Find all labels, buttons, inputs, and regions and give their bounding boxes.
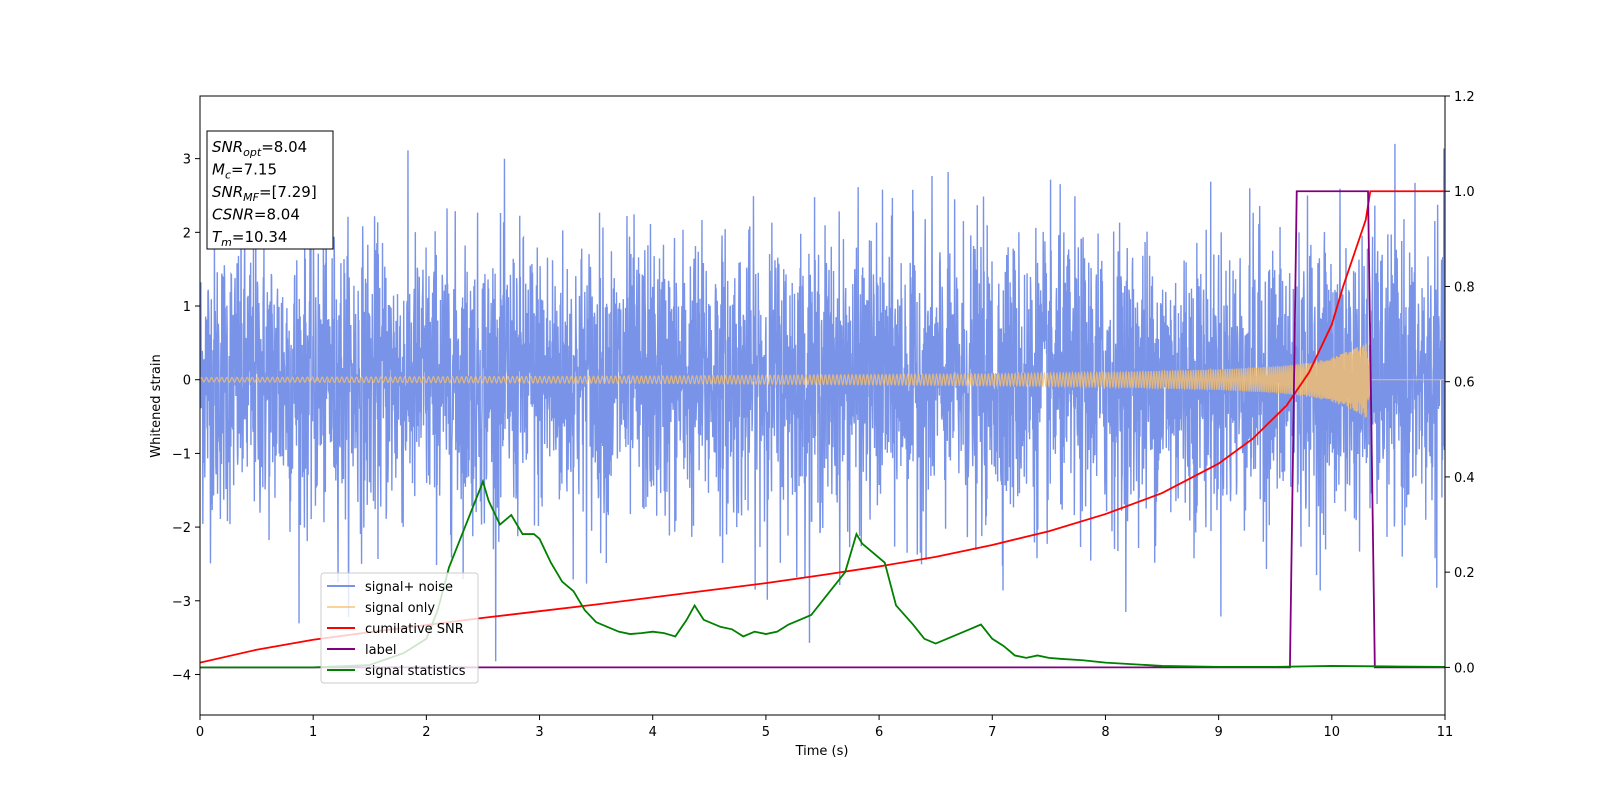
y2-tick-label: 1.2 <box>1454 90 1475 105</box>
x-tick-label: 4 <box>649 725 657 740</box>
x-axis: 0 1 2 3 4 5 6 7 8 9 10 11 <box>196 715 1453 740</box>
y-tick-label: −4 <box>172 668 191 683</box>
y-axis-left: −4 −3 −2 −1 0 1 2 3 <box>172 153 200 683</box>
stats-line: Tm=10.34 <box>212 228 287 249</box>
x-tick-label: 3 <box>535 725 543 740</box>
x-tick-label: 7 <box>988 725 996 740</box>
y2-tick-label: 0.8 <box>1454 280 1475 295</box>
x-tick-label: 1 <box>309 725 317 740</box>
stats-line: SNRMF=[7.29] <box>212 183 317 204</box>
y-tick-label: −3 <box>172 595 191 610</box>
x-axis-label: Time (s) <box>795 744 849 759</box>
legend-item: label <box>327 643 396 658</box>
y-tick-label: 1 <box>183 300 191 315</box>
y-tick-label: −2 <box>172 521 191 536</box>
y-axis-label: Whitened strain <box>149 354 164 457</box>
stats-line: SNRopt=8.04 <box>212 138 307 159</box>
y2-tick-label: 0.4 <box>1454 471 1475 486</box>
y-tick-label: 2 <box>183 226 191 241</box>
x-tick-label: 2 <box>422 725 430 740</box>
x-tick-label: 6 <box>875 725 883 740</box>
stats-line: Mc=7.15 <box>212 161 277 182</box>
x-tick-label: 8 <box>1101 725 1109 740</box>
series-signal-statistics <box>200 478 1445 669</box>
y-tick-label: 3 <box>183 153 191 168</box>
y-axis-right: 0.0 0.2 0.4 0.6 0.8 1.0 1.2 <box>1445 90 1475 676</box>
y-tick-label: −1 <box>172 447 191 462</box>
y2-tick-label: 0.6 <box>1454 376 1475 391</box>
x-tick-label: 0 <box>196 725 204 740</box>
x-tick-label: 10 <box>1324 725 1341 740</box>
legend-label: cumilative SNR <box>365 622 464 637</box>
x-tick-label: 9 <box>1214 725 1222 740</box>
legend-label: signal statistics <box>365 664 466 679</box>
y2-tick-label: 0.2 <box>1454 566 1475 581</box>
plot-frame <box>199 95 1446 716</box>
stats-box-frame <box>206 130 334 250</box>
y2-tick-label: 0.0 <box>1454 661 1475 676</box>
legend-frame <box>320 572 479 684</box>
x-tick-label: 11 <box>1437 725 1454 740</box>
legend-item: signal+ noise <box>327 580 453 595</box>
legend-item: cumilative SNR <box>327 622 464 637</box>
y-tick-label: 0 <box>183 374 191 389</box>
x-tick-label: 5 <box>762 725 770 740</box>
series-signal-noise <box>200 143 1445 662</box>
legend-item: signal only <box>327 601 435 616</box>
series-signal-only <box>200 343 1445 418</box>
legend-label: label <box>365 643 396 658</box>
legend-label: signal+ noise <box>365 580 453 595</box>
y2-tick-label: 1.0 <box>1454 185 1475 200</box>
legend: signal+ noise signal only cumilative SNR la… <box>320 572 479 684</box>
series-label <box>200 190 1445 669</box>
legend-item: signal statistics <box>327 664 466 679</box>
legend-label: signal only <box>365 601 435 616</box>
stats-line: CSNR=8.04 <box>212 206 300 224</box>
